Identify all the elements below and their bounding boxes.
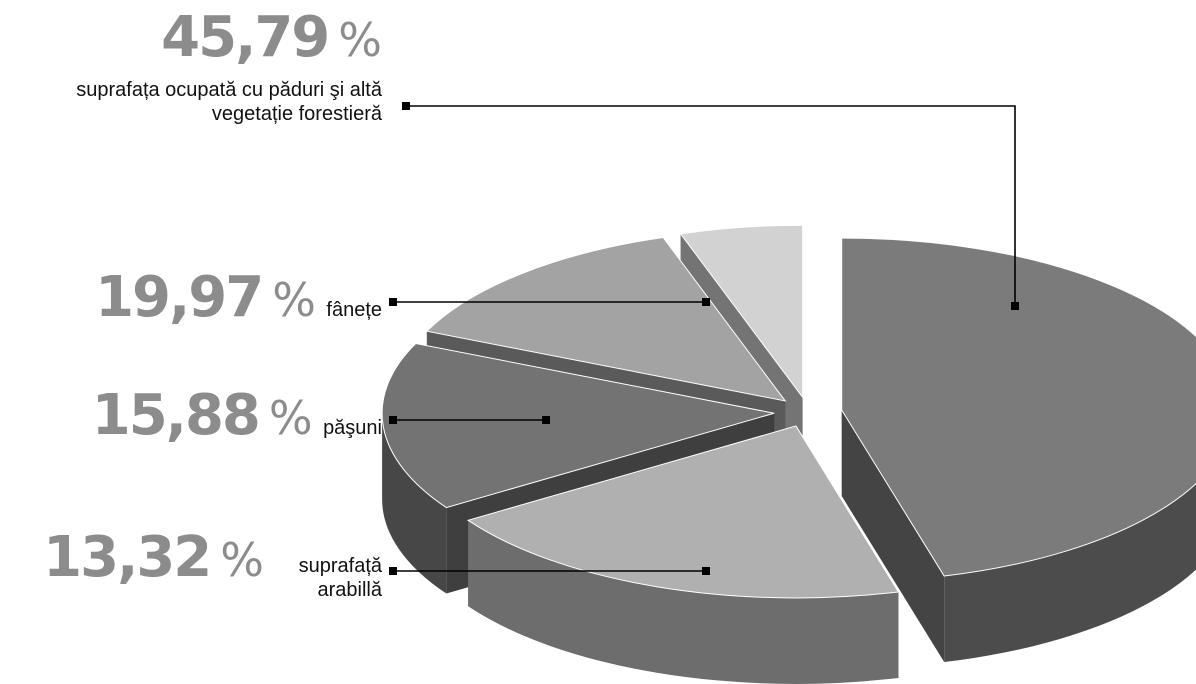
slice-top-4 (679, 224, 804, 399)
label-forest: 45,79% suprafața ocupată cu păduri şi al… (0, 8, 382, 126)
name-arable: suprafață arabillă (298, 555, 382, 601)
value-pasture: 15,88% (92, 383, 313, 448)
leader-pasture-start-dot (389, 416, 397, 424)
name-forest: suprafața ocupată cu păduri şi altă vege… (76, 79, 382, 125)
value-arable: 13,32% (43, 528, 264, 590)
leader-arable-start-dot (389, 567, 397, 575)
slice-top-1 (466, 425, 900, 599)
value-forest-unit: % (338, 13, 382, 67)
name-pasture: păşuni (323, 417, 382, 439)
pie-tops (381, 224, 1196, 599)
leader-forest-start-dot (402, 102, 410, 110)
value-pasture-number: 15,88 (91, 383, 261, 448)
leader-lines (389, 102, 1019, 575)
leader-hay-start-dot (389, 298, 397, 306)
slice-top-0 (841, 237, 1196, 577)
label-pasture: 15,88% păşuni (0, 386, 382, 448)
slice-side-1-0 (468, 520, 899, 684)
value-hay: 19,97% (95, 265, 316, 330)
slice-wall-0-1 (841, 410, 945, 663)
value-arable-unit: % (220, 533, 264, 587)
label-hay: 19,97% fânețe (0, 268, 382, 330)
value-arable-number: 13,32 (43, 525, 212, 590)
slice-side-0-0 (944, 483, 1196, 663)
leader-hay-end-dot (702, 298, 710, 306)
leader-forest-line (406, 105, 1016, 306)
value-hay-number: 19,97 (95, 265, 264, 330)
value-hay-unit: % (272, 273, 316, 327)
value-pasture-unit: % (268, 391, 313, 445)
value-forest-number: 45,79 (161, 5, 330, 70)
slice-top-3 (425, 236, 787, 402)
slice-top-2 (381, 342, 775, 509)
leader-forest-end-dot (1011, 302, 1019, 310)
name-hay: fânețe (326, 299, 382, 321)
slice-side-2-0 (382, 413, 447, 594)
value-forest: 45,79% (0, 8, 382, 70)
leader-pasture-end-dot (542, 416, 550, 424)
leader-arable-end-dot (702, 567, 710, 575)
